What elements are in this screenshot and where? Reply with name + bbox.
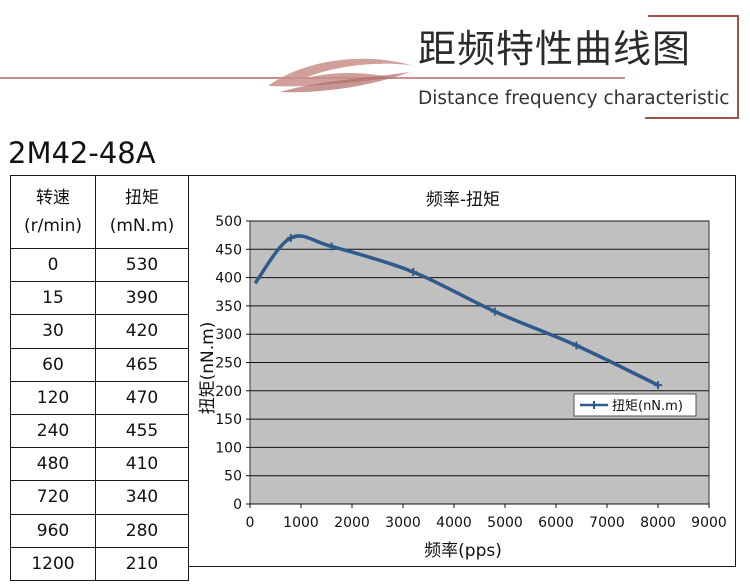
torque-cell: 530 [95, 247, 189, 283]
spec-table: 转速 (r/min) 扭矩 (mN.m) 0 530 15 390 30 420 60 465 12… [10, 175, 189, 581]
y-tick-label: 400 [215, 271, 242, 287]
torque-cell: 465 [95, 347, 189, 382]
y-tick-label: 250 [215, 356, 242, 372]
model-label: 2M42-48A [8, 136, 156, 170]
banner-title: 距频特性曲线图 [418, 27, 692, 71]
y-tick-label: 50 [224, 469, 242, 485]
torque-cell: 470 [95, 380, 189, 415]
header-speed: 转速 (r/min) [10, 175, 96, 249]
torque-cell: 410 [95, 447, 189, 482]
speed-cell: 960 [10, 513, 96, 548]
x-axis-label: 频率(pps) [424, 541, 502, 561]
torque-cell: 455 [95, 413, 189, 449]
speed-cell: 30 [10, 314, 96, 349]
x-tick-label: 3000 [385, 515, 421, 531]
table-row: 0 530 [10, 247, 189, 283]
y-tick-label: 450 [215, 242, 242, 258]
chart-frame [188, 175, 736, 567]
banner-swoosh-2 [280, 72, 410, 93]
x-tick-label: 7000 [589, 515, 625, 531]
speed-cell: 240 [10, 413, 96, 449]
banner-frame [645, 15, 739, 119]
torque-cell: 390 [95, 281, 189, 316]
banner-decoration [0, 15, 739, 119]
table-row: 240 455 [10, 413, 189, 449]
table-row: 960 280 [10, 513, 189, 548]
y-tick-label: 350 [215, 299, 242, 315]
header-torque: 扭矩 (mN.m) [95, 175, 189, 249]
x-tick-label: 8000 [640, 515, 676, 531]
table-row: 60 465 [10, 347, 189, 382]
y-tick-label: 300 [215, 327, 242, 343]
legend-box [573, 393, 697, 417]
y-tick-label: 150 [215, 412, 242, 428]
speed-cell: 720 [10, 480, 96, 515]
speed-cell: 120 [10, 380, 96, 415]
torque-cell: 340 [95, 480, 189, 515]
speed-cell: 480 [10, 447, 96, 482]
table-row: 30 420 [10, 314, 189, 349]
speed-cell: 15 [10, 281, 96, 316]
y-tick-label: 100 [215, 440, 242, 456]
x-tick-label: 9000 [691, 515, 727, 531]
table-row: 480 410 [10, 447, 189, 482]
y-tick-label: 500 [215, 214, 242, 230]
x-tick-label: 5000 [487, 515, 523, 531]
table-row: 15 390 [10, 281, 189, 316]
speed-cell: 1200 [10, 546, 96, 581]
torque-cell: 210 [95, 546, 189, 581]
torque-cell: 420 [95, 314, 189, 349]
speed-cell: 60 [10, 347, 96, 382]
table-row: 1200 210 [10, 546, 189, 581]
speed-cell: 0 [10, 247, 96, 283]
y-axis-label: 扭矩(nN.m) [198, 322, 218, 415]
table-row: 120 470 [10, 380, 189, 415]
x-tick-label: 4000 [436, 515, 472, 531]
x-tick-label: 6000 [538, 515, 574, 531]
table-row: 720 340 [10, 480, 189, 515]
table-header-row: 转速 (r/min) 扭矩 (mN.m) [10, 175, 189, 249]
legend-label: 扭矩(nN.m) [612, 399, 683, 414]
x-tick-label: 2000 [334, 515, 370, 531]
x-tick-label: 1000 [283, 515, 319, 531]
y-tick-label: 0 [233, 497, 242, 513]
banner-subtitle: Distance frequency characteristic [418, 88, 730, 109]
torque-cell: 280 [95, 513, 189, 548]
banner-swoosh [268, 58, 414, 87]
x-tick-label: 0 [246, 515, 255, 531]
y-tick-label: 200 [215, 384, 242, 400]
chart-title: 频率-扭矩 [426, 190, 500, 210]
